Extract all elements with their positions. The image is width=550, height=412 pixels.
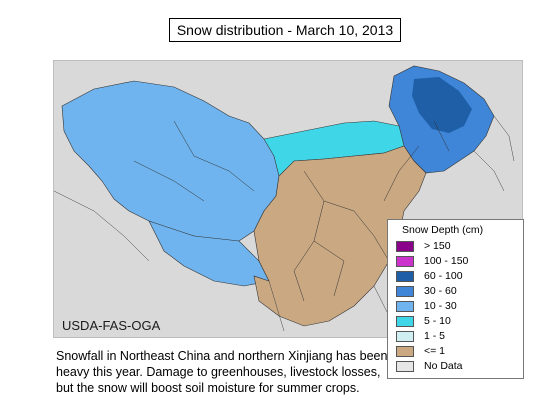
legend-item: No Data bbox=[396, 360, 463, 372]
legend-item: 60 - 100 bbox=[396, 270, 463, 282]
legend-label: <= 1 bbox=[424, 345, 446, 357]
caption-line: Snowfall in Northeast China and northern… bbox=[56, 349, 388, 363]
legend-swatch bbox=[396, 330, 414, 342]
country-borders bbox=[54, 115, 515, 332]
legend-item: <= 1 bbox=[396, 345, 445, 357]
caption-line: heavy this year. Damage to greenhouses, … bbox=[56, 365, 381, 379]
legend-swatch bbox=[396, 315, 414, 327]
map-title: Snow distribution - March 10, 2013 bbox=[169, 18, 401, 42]
legend-swatch bbox=[396, 345, 414, 357]
snow-map-graphic bbox=[54, 65, 515, 332]
legend-item: 1 - 5 bbox=[396, 330, 445, 342]
legend-swatch bbox=[396, 270, 414, 282]
legend-swatch bbox=[396, 255, 414, 267]
legend-item: 10 - 30 bbox=[396, 300, 457, 312]
legend-title: Snow Depth (cm) bbox=[402, 224, 484, 236]
legend-label: > 150 bbox=[424, 240, 451, 252]
legend-swatch bbox=[396, 240, 414, 252]
snow-region-northeast-core bbox=[412, 77, 472, 133]
legend-label: 100 - 150 bbox=[424, 255, 469, 267]
snow-region-west bbox=[61, 80, 280, 244]
map-legend: Snow Depth (cm) > 150 100 - 150 60 - 100… bbox=[387, 219, 524, 379]
legend-swatch bbox=[396, 360, 414, 372]
legend-label: 1 - 5 bbox=[424, 330, 446, 342]
legend-label: 10 - 30 bbox=[424, 300, 457, 312]
legend-swatch bbox=[396, 285, 414, 297]
legend-item: 30 - 60 bbox=[396, 285, 457, 297]
legend-label: No Data bbox=[424, 360, 463, 372]
caption-line: but the snow will boost soil moisture fo… bbox=[56, 381, 360, 395]
legend-item: 5 - 10 bbox=[396, 315, 451, 327]
legend-item: > 150 bbox=[396, 240, 451, 252]
snow-map bbox=[53, 60, 523, 338]
province-borders bbox=[133, 120, 450, 302]
legend-label: 30 - 60 bbox=[424, 285, 457, 297]
legend-item: 100 - 150 bbox=[396, 255, 468, 267]
source-credit: USDA-FAS-OGA bbox=[62, 318, 161, 333]
map-caption: Snowfall in Northeast China and northern… bbox=[56, 348, 388, 396]
legend-label: 5 - 10 bbox=[424, 315, 451, 327]
legend-swatch bbox=[396, 300, 414, 312]
legend-label: 60 - 100 bbox=[424, 270, 463, 282]
